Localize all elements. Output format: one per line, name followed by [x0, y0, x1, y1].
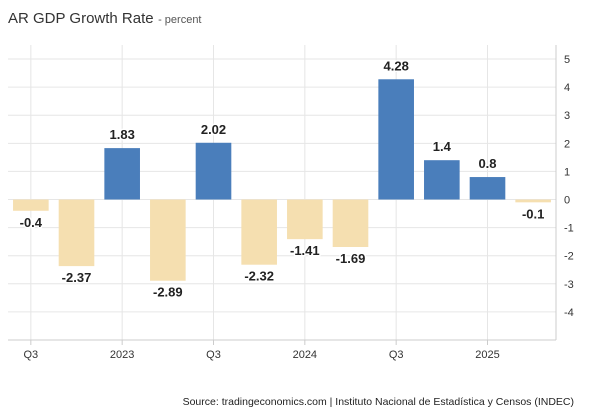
x-tick-label: 2023 — [110, 349, 134, 361]
data-label: 0.8 — [478, 156, 496, 171]
data-label: -2.37 — [62, 270, 92, 285]
data-label: -2.32 — [244, 269, 274, 284]
y-tick-label: 4 — [564, 82, 570, 94]
x-tick-label: 2024 — [293, 349, 317, 361]
x-tick-label: Q3 — [23, 349, 38, 361]
chart-subtitle-sep: - — [158, 14, 165, 26]
y-tick-label: -3 — [564, 279, 574, 291]
data-label: -1.69 — [336, 251, 366, 266]
bar — [515, 199, 551, 203]
bar — [195, 142, 232, 200]
bar — [58, 199, 95, 267]
source-note: Source: tradingeconomics.com | Instituto… — [182, 396, 574, 408]
chart-title-block: AR GDP Growth Rate - percent — [8, 10, 202, 28]
y-tick-label: -1 — [564, 223, 574, 235]
bar — [13, 199, 49, 211]
y-tick-label: 1 — [564, 166, 570, 178]
y-tick-label: 3 — [564, 110, 570, 122]
bar — [424, 160, 460, 200]
y-tick-label: 2 — [564, 138, 570, 150]
bar — [332, 199, 369, 248]
bar — [378, 79, 414, 200]
bar — [241, 199, 277, 265]
bar — [469, 177, 506, 200]
chart-title: AR GDP Growth Rate — [8, 10, 154, 27]
bar — [104, 148, 140, 200]
data-label: 1.4 — [433, 139, 452, 154]
x-tick-label: Q3 — [389, 349, 404, 361]
data-label: 4.28 — [384, 58, 409, 73]
y-tick-label: 5 — [564, 54, 570, 66]
x-tick-label: Q3 — [206, 349, 221, 361]
y-tick-label: -4 — [564, 307, 574, 319]
data-label: -2.89 — [153, 285, 183, 300]
bar — [150, 199, 186, 281]
x-tick-label: 2025 — [475, 349, 499, 361]
data-label: 1.83 — [110, 127, 135, 142]
data-label: -1.41 — [290, 243, 320, 258]
data-label: -0.4 — [20, 215, 43, 230]
data-label: -0.1 — [522, 206, 544, 221]
y-tick-label: 0 — [564, 195, 570, 207]
bar — [287, 199, 323, 240]
chart-subtitle: percent — [164, 14, 202, 26]
y-tick-label: -2 — [564, 251, 574, 263]
data-label: 2.02 — [201, 122, 226, 137]
